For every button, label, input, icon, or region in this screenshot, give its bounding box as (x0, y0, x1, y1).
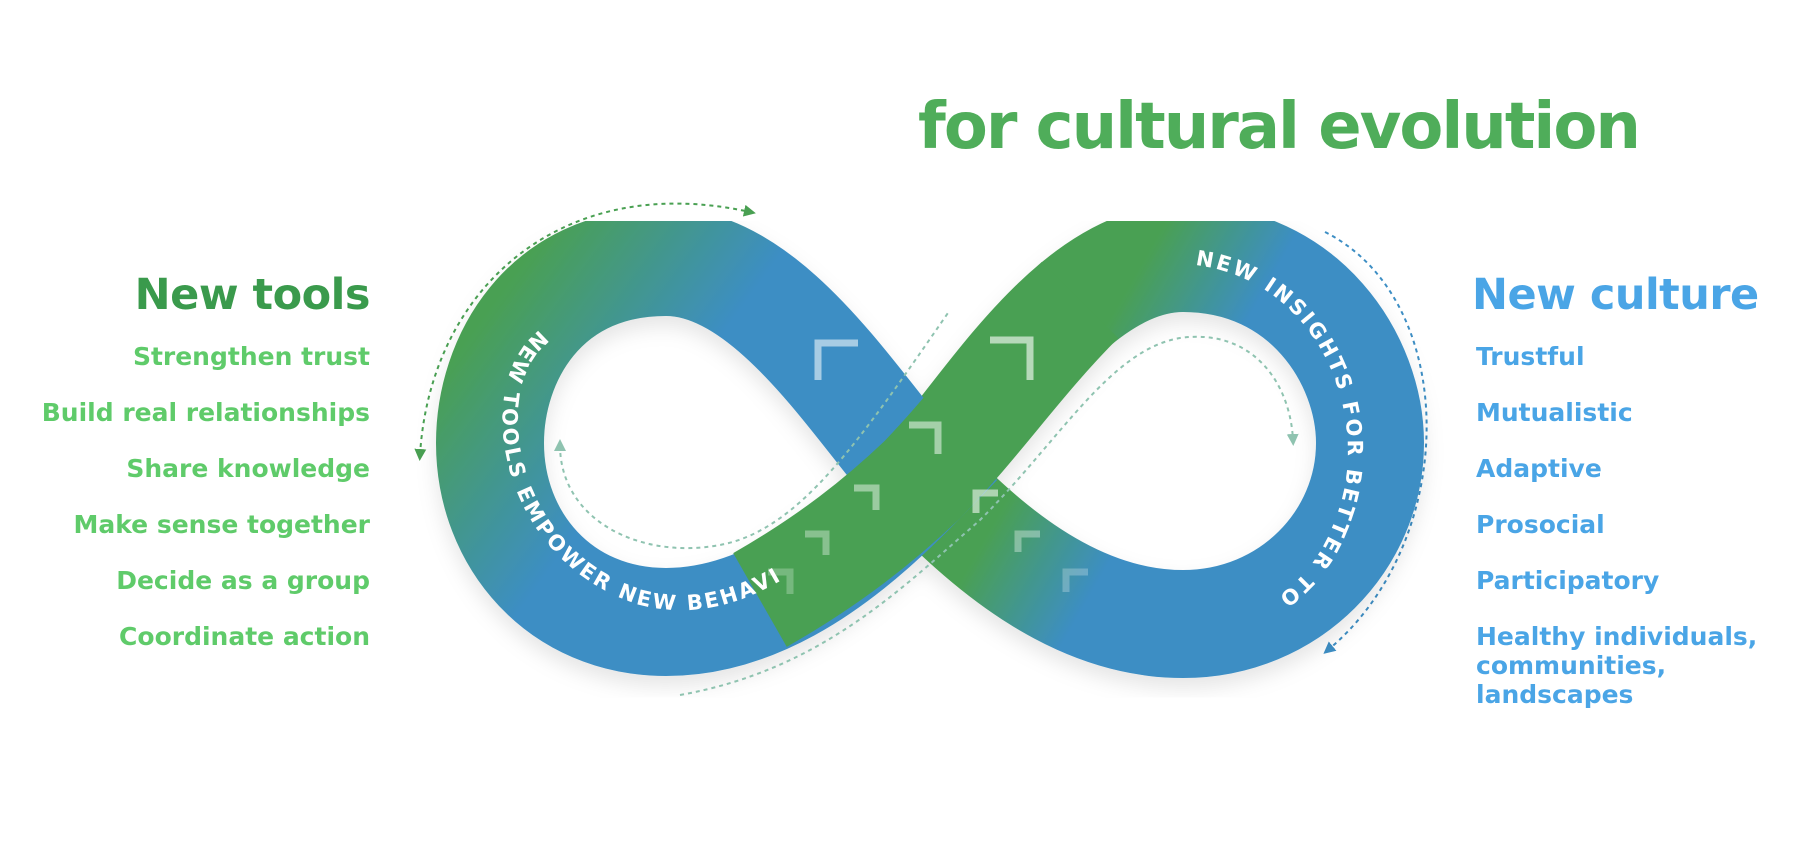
new-tools-title: New tools (134, 270, 371, 320)
chevron-mark (1062, 568, 1088, 592)
outer-arrow-top-left (414, 202, 756, 461)
chevron-mark (805, 530, 830, 555)
list-item: Decide as a group (116, 566, 370, 595)
list-item: Prosocial (1476, 510, 1605, 539)
chevrons-left-diagonal (768, 339, 942, 594)
chevron-mark (972, 489, 998, 513)
inner-arrow-right (679, 335, 1299, 696)
chevron-mark (1014, 530, 1040, 552)
chevron-mark (909, 421, 942, 454)
list-item: Adaptive (1476, 454, 1602, 483)
chevron-mark (854, 484, 880, 510)
list-item: Strengthen trust (132, 342, 370, 371)
list-item: Share knowledge (126, 454, 370, 483)
new-culture-title: New culture (1472, 270, 1759, 320)
list-item: Participatory (1476, 566, 1660, 595)
new-tools-list: Strengthen trust Build real relationship… (42, 342, 370, 678)
chevron-mark (768, 568, 794, 594)
list-item: Trustful (1476, 342, 1585, 371)
new-culture-list: Trustful Mutualistic Adaptive Prosocial … (1476, 342, 1814, 736)
chevrons-right-diagonal (972, 336, 1088, 592)
infinity-loop (435, 203, 1425, 679)
chevron-mark (990, 336, 1034, 380)
list-item: Coordinate action (119, 622, 370, 651)
list-item: Build real relationships (41, 398, 370, 427)
list-item: Make sense together (73, 510, 370, 539)
inner-arrow-left (554, 309, 951, 550)
list-item: Healthy individuals, communities, landsc… (1476, 622, 1758, 709)
chevron-mark (814, 339, 858, 380)
list-item: Mutualistic (1476, 398, 1633, 427)
headline: for cultural evolution (918, 90, 1641, 164)
